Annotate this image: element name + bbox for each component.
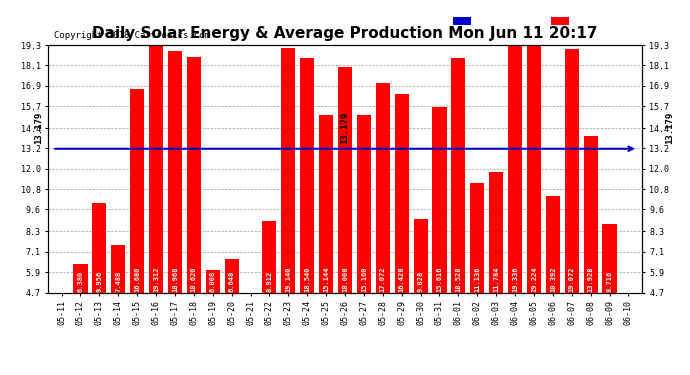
Text: 7.488: 7.488 — [115, 270, 121, 292]
Bar — [413, 219, 428, 292]
Bar — [130, 89, 144, 292]
Bar — [508, 44, 522, 292]
Bar — [489, 172, 503, 292]
Bar — [546, 196, 560, 292]
Text: 9.956: 9.956 — [97, 270, 102, 292]
Text: 0.000: 0.000 — [59, 270, 65, 292]
Text: 19.072: 19.072 — [569, 266, 575, 292]
Bar — [338, 67, 352, 292]
Bar — [300, 58, 314, 292]
Text: 8.912: 8.912 — [266, 270, 273, 292]
Text: 19.140: 19.140 — [285, 266, 291, 292]
Text: 17.072: 17.072 — [380, 266, 386, 292]
Bar — [224, 260, 239, 292]
Bar — [395, 94, 408, 292]
Text: 18.620: 18.620 — [191, 266, 197, 292]
Text: 13.179: 13.179 — [340, 111, 350, 144]
Text: 8.716: 8.716 — [607, 270, 613, 292]
Text: 15.616: 15.616 — [437, 266, 442, 292]
Bar — [262, 221, 277, 292]
Text: 19.224: 19.224 — [531, 266, 537, 292]
Text: 10.392: 10.392 — [550, 266, 556, 292]
Title: Daily Solar Energy & Average Production Mon Jun 11 20:17: Daily Solar Energy & Average Production … — [92, 26, 598, 41]
Text: 19.312: 19.312 — [153, 266, 159, 292]
Text: 0.000: 0.000 — [248, 270, 253, 292]
Bar — [602, 224, 617, 292]
Text: 18.540: 18.540 — [304, 266, 310, 292]
Bar — [73, 264, 88, 292]
Text: 6.648: 6.648 — [228, 270, 235, 292]
Text: 15.160: 15.160 — [361, 266, 367, 292]
Text: 18.528: 18.528 — [455, 266, 462, 292]
Text: 11.784: 11.784 — [493, 266, 499, 292]
Bar — [584, 136, 598, 292]
Bar — [111, 245, 126, 292]
Text: 6.008: 6.008 — [210, 270, 216, 292]
Legend: Average  (kWh), Daily  (kWh): Average (kWh), Daily (kWh) — [451, 15, 637, 28]
Bar — [187, 57, 201, 292]
Text: 15.144: 15.144 — [323, 266, 329, 292]
Text: 19.336: 19.336 — [512, 266, 518, 292]
Bar — [149, 45, 163, 292]
Text: 18.008: 18.008 — [342, 266, 348, 292]
Bar — [357, 115, 371, 292]
Bar — [282, 48, 295, 292]
Text: 16.428: 16.428 — [399, 266, 405, 292]
Bar — [564, 49, 579, 292]
Text: 13.928: 13.928 — [588, 266, 593, 292]
Bar — [470, 183, 484, 292]
Bar — [451, 58, 466, 292]
Text: 13.179: 13.179 — [34, 111, 43, 144]
Text: 9.028: 9.028 — [417, 270, 424, 292]
Text: 11.136: 11.136 — [474, 266, 480, 292]
Bar — [92, 203, 106, 292]
Bar — [168, 51, 182, 292]
Text: 18.968: 18.968 — [172, 266, 178, 292]
Bar — [527, 46, 541, 292]
Bar — [319, 116, 333, 292]
Text: 13.179: 13.179 — [666, 111, 675, 144]
Bar — [206, 270, 220, 292]
Text: Copyright 2018 Cartronics.com: Copyright 2018 Cartronics.com — [55, 31, 210, 40]
Text: 6.380: 6.380 — [77, 270, 83, 292]
Text: 16.680: 16.680 — [134, 266, 140, 292]
Text: 0.000: 0.000 — [625, 270, 631, 292]
Bar — [376, 83, 390, 292]
Bar — [433, 108, 446, 292]
